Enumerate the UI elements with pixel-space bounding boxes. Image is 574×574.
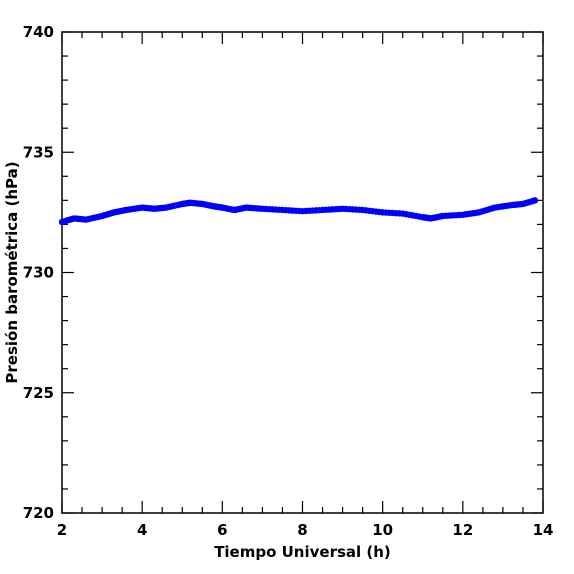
x-tick-label: 4: [137, 521, 147, 539]
tick-labels: 2 4 6 8 10 12 14 720 725 730 735 740: [23, 23, 554, 539]
data-point: [531, 197, 539, 204]
x-tick-label: 2: [57, 521, 67, 539]
data-series: [58, 197, 539, 226]
x-tick-label: 10: [372, 521, 393, 539]
y-tick-label: 740: [23, 23, 54, 41]
y-tick-label: 730: [23, 264, 54, 282]
y-tick-label: 725: [23, 384, 54, 402]
x-axis-label: Tiempo Universal (h): [214, 543, 391, 561]
y-tick-label: 720: [23, 504, 54, 522]
y-axis-label: Presión barométrica (hPa): [3, 161, 21, 383]
y-tick-label: 735: [23, 143, 54, 161]
x-tick-label: 8: [297, 521, 307, 539]
x-tick-label: 14: [533, 521, 554, 539]
x-tick-label: 12: [452, 521, 473, 539]
series-0: [58, 197, 539, 226]
axis-ticks: [61, 31, 544, 514]
x-tick-label: 6: [217, 521, 227, 539]
plot-frame: [61, 31, 544, 514]
